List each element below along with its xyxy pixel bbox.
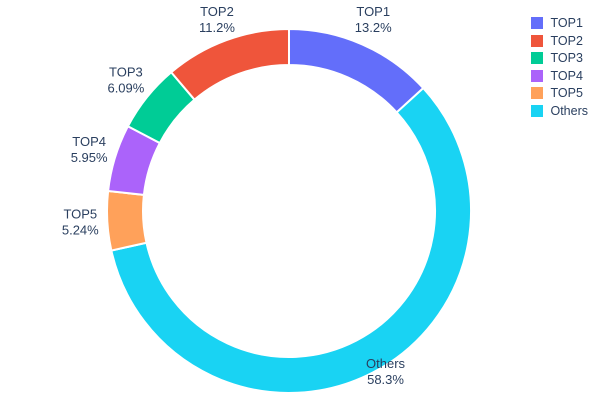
- chart-legend: TOP1 TOP2 TOP3 TOP4 TOP5 Others: [531, 17, 588, 117]
- slice-label-top1: TOP1 13.2%: [355, 4, 392, 35]
- legend-label-top5: TOP5: [550, 86, 583, 100]
- legend-swatch-others: [531, 104, 544, 117]
- legend-item-top3[interactable]: TOP3: [531, 52, 588, 65]
- pie-slice-others[interactable]: [110, 86, 472, 394]
- legend-item-others[interactable]: Others: [531, 103, 588, 118]
- legend-label-top4: TOP4: [550, 68, 583, 83]
- legend-swatch-top2: [531, 34, 544, 47]
- pie-slice-top2[interactable]: [169, 27, 290, 102]
- slice-label-top5: TOP5 5.24%: [62, 206, 99, 237]
- pie-slice-top1[interactable]: [288, 27, 425, 114]
- legend-item-top5[interactable]: TOP5: [531, 87, 588, 100]
- slice-label-top4: TOP4 5.95%: [71, 134, 108, 165]
- legend-label-others: Others: [550, 103, 588, 118]
- slice-label-others: Others 58.3%: [366, 356, 406, 387]
- legend-label-top1: TOP1: [550, 16, 583, 30]
- legend-item-top4[interactable]: TOP4: [531, 68, 588, 83]
- legend-swatch-top1: [531, 17, 544, 30]
- legend-swatch-top5: [531, 87, 544, 100]
- legend-item-top2[interactable]: TOP2: [531, 33, 588, 48]
- slice-label-top2: TOP2 11.2%: [199, 4, 235, 35]
- legend-label-top3: TOP3: [550, 51, 583, 65]
- legend-label-top2: TOP2: [550, 33, 583, 48]
- legend-swatch-top4: [531, 69, 544, 82]
- pie-slice-top5[interactable]: [106, 189, 148, 252]
- slice-label-top3: TOP3 6.09%: [107, 64, 144, 95]
- legend-item-top1[interactable]: TOP1: [531, 17, 588, 30]
- legend-swatch-top3: [531, 52, 544, 65]
